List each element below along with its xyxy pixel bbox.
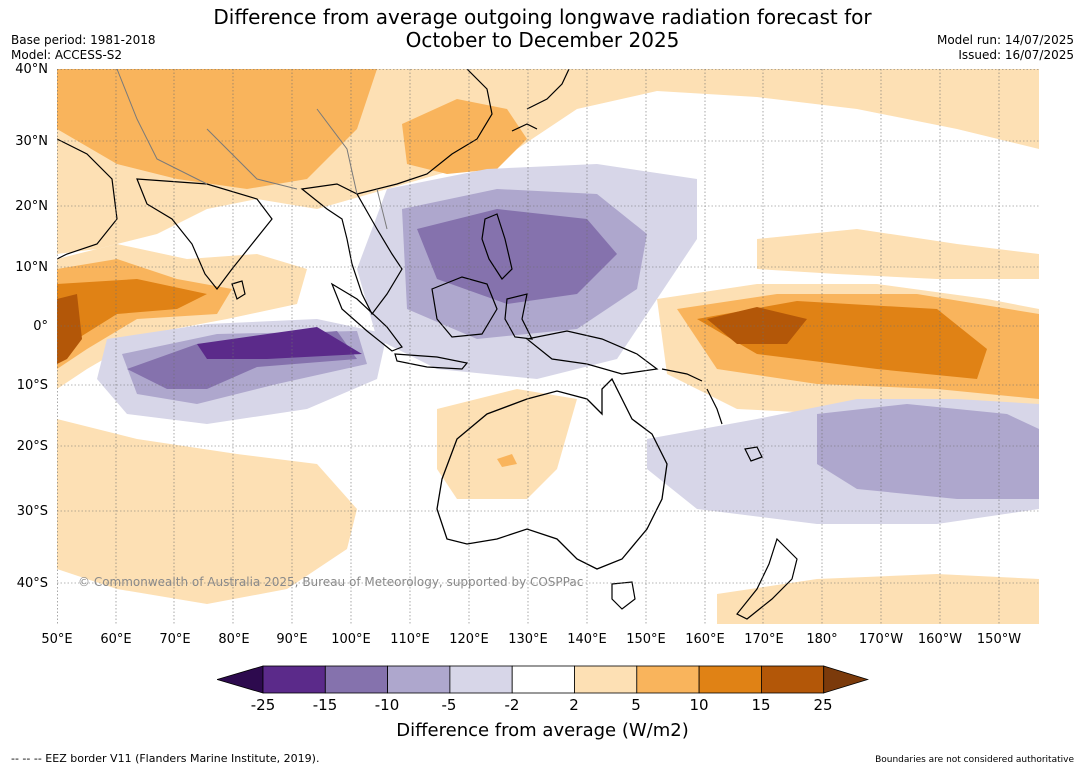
colorbar-tick: 10	[689, 696, 709, 714]
eez-border-note: -- -- -- EEZ border V11 (Flanders Marine…	[11, 752, 320, 765]
colorbar-tick: -10	[374, 696, 400, 714]
australia-coastline	[436, 377, 668, 570]
lat-label-20s: 20°S	[16, 439, 48, 454]
colorbar-tick: 2	[569, 696, 579, 714]
anomaly-region-china-east	[402, 99, 527, 174]
olr-anomaly-map	[57, 69, 1039, 624]
lon-label-160w: 160°W	[917, 632, 963, 647]
colorbar-swatch	[574, 665, 638, 694]
copyright-notice: © Commonwealth of Australia 2025, Bureau…	[78, 575, 584, 589]
colorbar-swatch	[324, 665, 389, 694]
lat-label-30s: 30°S	[16, 504, 48, 519]
lat-label-10n: 10°N	[15, 260, 48, 275]
lon-label-80e: 80°E	[218, 632, 250, 647]
new-guinea-coastline	[525, 330, 659, 375]
china-coastline	[356, 69, 493, 195]
colorbar-tick: -2	[504, 696, 520, 714]
colorbar-swatch	[698, 665, 762, 694]
lon-label-160e: 160°E	[685, 632, 725, 647]
lon-label-120e: 120°E	[449, 632, 489, 647]
metadata-left: Base period: 1981-2018 Model: ACCESS-S2	[11, 33, 156, 63]
anomaly-region-south-indian-ocean	[57, 419, 357, 604]
model-run-label: Model run: 14/07/2025	[936, 33, 1074, 47]
lon-label-50e: 50°E	[41, 632, 73, 647]
lat-label-equator: 0°	[33, 319, 48, 334]
lat-label-20n: 20°N	[15, 199, 48, 214]
colorbar-title: Difference from average (W/m2)	[396, 720, 689, 741]
map-svg	[57, 69, 1039, 624]
philippines-coastline	[481, 213, 513, 280]
colorbar-extend-high	[823, 665, 869, 694]
anomaly-region-south-pacific-mid	[817, 404, 1039, 499]
anomaly-region-australia-spot	[497, 454, 517, 467]
anomaly-region-east-indian-ocean-max	[197, 327, 362, 359]
new-zealand-coastline	[736, 537, 798, 620]
lat-label-30n: 30°N	[15, 134, 48, 149]
colorbar-tick: 25	[813, 696, 833, 714]
colorbar-tick: 5	[631, 696, 641, 714]
sri-lanka-coastline	[231, 280, 246, 300]
colorbar-extend-low	[217, 665, 264, 694]
anomaly-region-north-pacific-band	[757, 229, 1039, 279]
colorbar-swatch	[449, 665, 513, 694]
colorbar-tick: 15	[751, 696, 771, 714]
southeast-asia-coastline	[300, 183, 403, 316]
lon-label-70e: 70°E	[159, 632, 191, 647]
metadata-right: Model run: 14/07/2025 Issued: 16/07/2025	[937, 33, 1074, 63]
colorbar-swatch	[262, 665, 326, 694]
colorbar-tick: -15	[312, 696, 338, 714]
colorbar-tick: -25	[250, 696, 276, 714]
colorbar-swatch	[636, 665, 700, 694]
gridlines	[57, 69, 1039, 624]
lon-label-110e: 110°E	[390, 632, 430, 647]
fiji-coastline	[744, 446, 763, 462]
sumatra-coastline	[330, 282, 403, 352]
sulawesi-coastline	[504, 293, 534, 340]
lon-label-130e: 130°E	[508, 632, 548, 647]
tasmania-coastline	[611, 581, 636, 610]
base-period-label: Base period: 1981-2018	[11, 33, 156, 47]
colorbar-swatch	[761, 665, 825, 694]
anomaly-region-tibet	[57, 69, 377, 189]
model-label: Model: ACCESS-S2	[11, 48, 123, 62]
lon-label-100e: 100°E	[331, 632, 371, 647]
lon-label-150e: 150°E	[626, 632, 666, 647]
colorbar-swatch	[511, 665, 575, 694]
title-line-2: October to December 2025	[405, 28, 680, 52]
solomon-islands-coastline	[661, 368, 723, 425]
lon-label-170e: 170°E	[744, 632, 784, 647]
lon-label-140e: 140°E	[567, 632, 607, 647]
anomaly-region-central-pacific-max	[707, 307, 807, 344]
lat-label-40s: 40°S	[16, 576, 48, 591]
lon-label-60e: 60°E	[100, 632, 132, 647]
anomaly-region-maritime-continent-strong	[417, 209, 617, 304]
anomaly-region-southern-ocean	[717, 574, 1039, 624]
java-coastline	[394, 353, 469, 370]
lat-label-10s: 10°S	[16, 378, 48, 393]
colorbar	[217, 665, 869, 694]
borneo-coastline	[431, 276, 498, 338]
lon-label-180: 180°	[806, 632, 838, 647]
colorbar-tick: -5	[441, 696, 457, 714]
anomaly-region-west-indian-ocean-max	[57, 294, 82, 364]
lon-label-170w: 170°W	[858, 632, 904, 647]
country-borders	[116, 69, 388, 230]
anomaly-region-australia	[437, 389, 577, 499]
lon-label-90e: 90°E	[276, 632, 308, 647]
arabia-coastline	[57, 138, 118, 260]
lon-label-150w: 150°W	[976, 632, 1022, 647]
title-line-1: Difference from average outgoing longwav…	[213, 5, 872, 29]
map-title: Difference from average outgoing longwav…	[0, 6, 1085, 52]
anomaly-region-west-indian-ocean-strong	[57, 279, 207, 349]
boundaries-disclaimer: Boundaries are not considered authoritat…	[875, 755, 1074, 765]
india-coastline	[136, 178, 273, 290]
japan-coastline	[511, 69, 570, 132]
issued-label: Issued: 16/07/2025	[958, 48, 1074, 62]
lat-label-40n: 40°N	[15, 62, 48, 77]
colorbar-swatch	[387, 665, 451, 694]
